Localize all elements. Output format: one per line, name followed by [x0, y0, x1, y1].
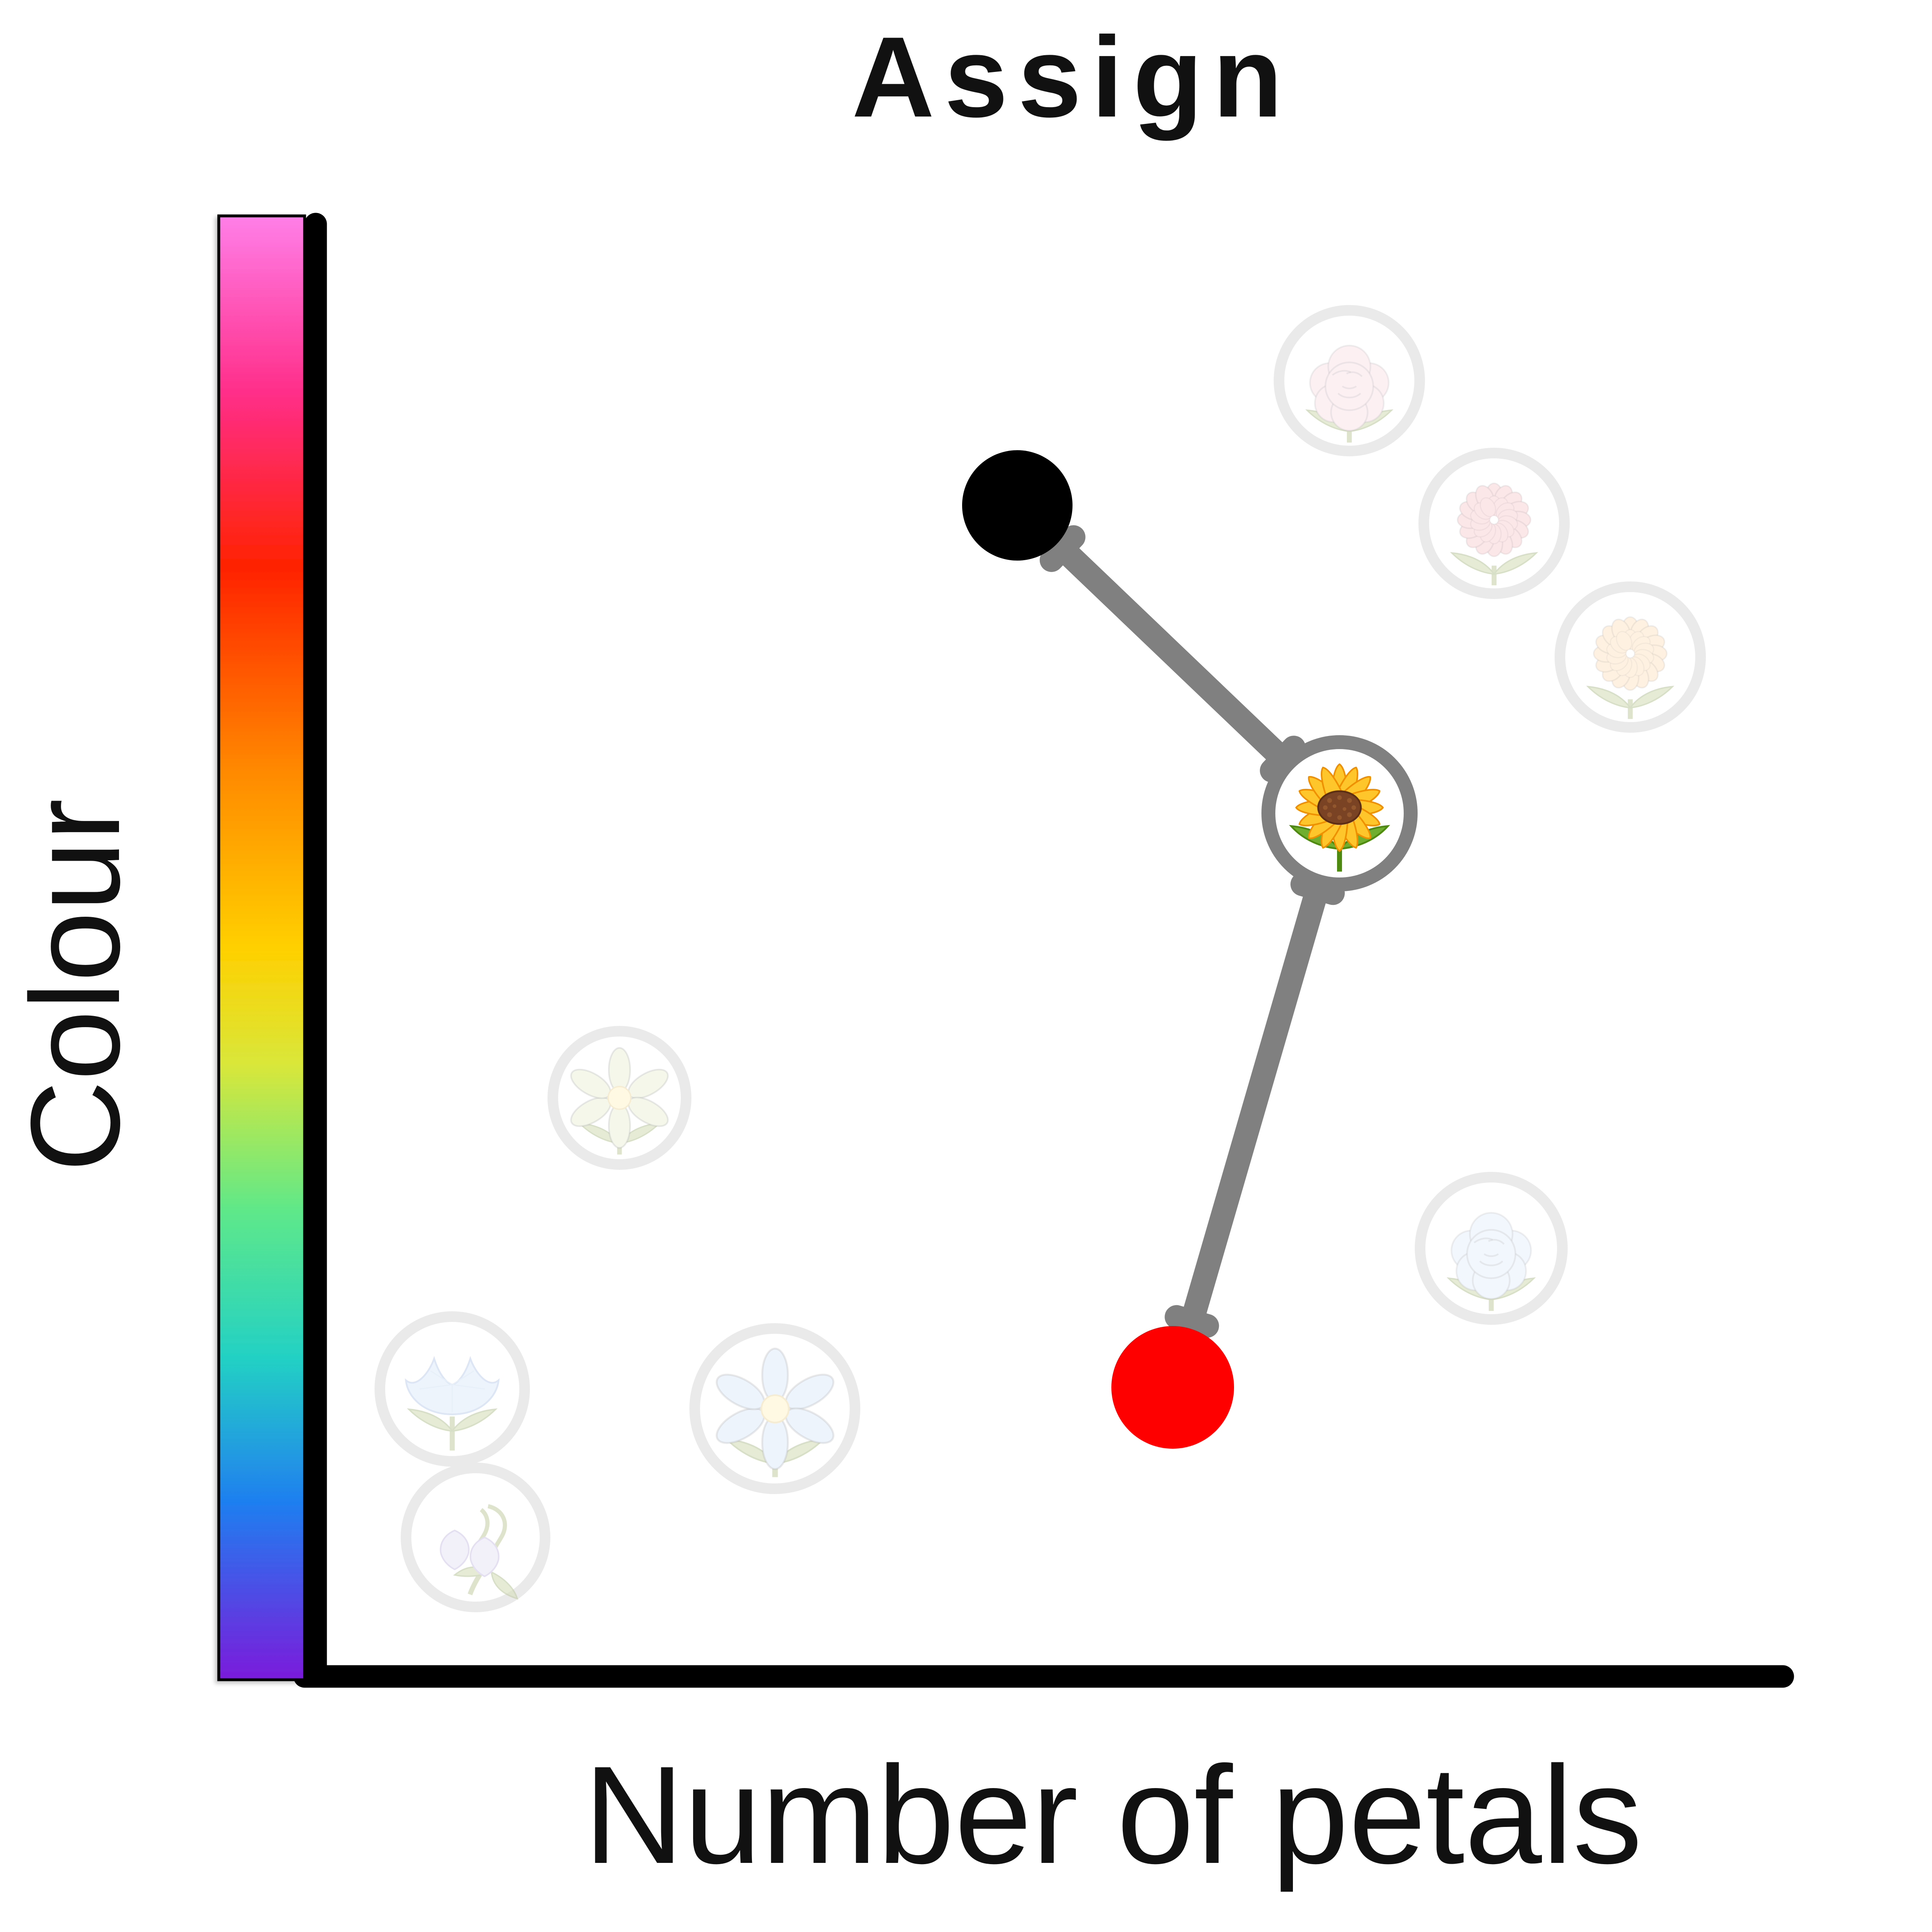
svg-text:Assign: Assign — [852, 13, 1292, 141]
svg-text:Colour: Colour — [4, 799, 146, 1172]
svg-text:Number of petals: Number of petals — [583, 1737, 1642, 1893]
